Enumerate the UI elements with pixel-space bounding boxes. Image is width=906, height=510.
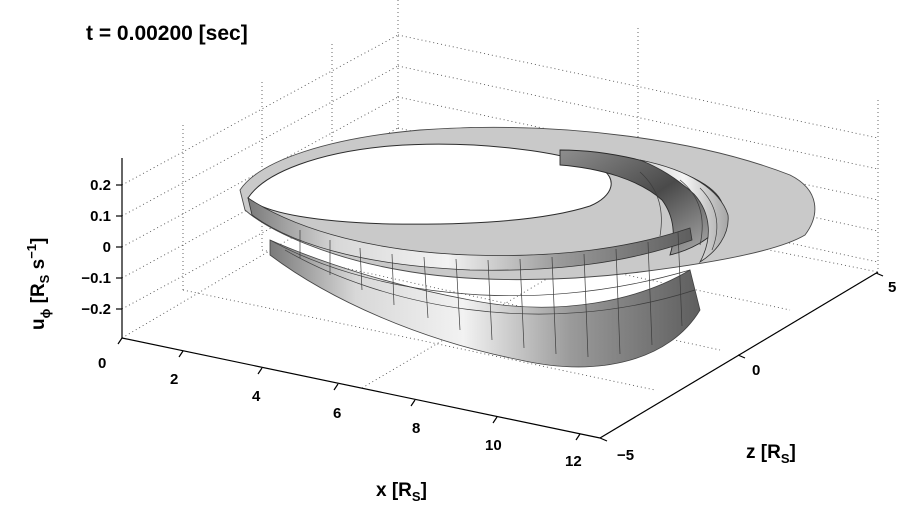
x-tick-label: 10	[485, 437, 502, 454]
z-tick-label: 0	[103, 239, 111, 256]
y-tick-label: 0	[752, 362, 760, 379]
z-tick-label: 0.2	[90, 177, 111, 194]
velocity-surface	[240, 127, 815, 366]
y-tick-label: 5	[888, 279, 896, 296]
chart-title: t = 0.00200 [sec]	[86, 22, 248, 45]
x-tick-label: 6	[333, 405, 341, 422]
z-axis-label: z [RS]	[746, 442, 796, 466]
x-tick-label: 4	[252, 388, 261, 405]
x-axis-label: x [RS]	[376, 480, 427, 504]
z-tick-label: 0.1	[90, 208, 111, 225]
z-tick-label: −0.2	[81, 301, 111, 318]
z-tick-labels: 0.2 0.1 0 −0.1 −0.2	[81, 177, 111, 318]
x-tick-label: 8	[412, 420, 420, 437]
x-tick-labels: 0 2 4 6 8 10 12	[98, 355, 582, 470]
x-tick-label: 12	[565, 453, 582, 470]
y-tick-label: −5	[617, 447, 634, 464]
u-phi-axis-label: uϕ [RS s−1]	[24, 238, 53, 330]
z-tick-label: −0.1	[81, 270, 111, 287]
x-tick-label: 0	[98, 355, 106, 372]
x-tick-label: 2	[170, 371, 178, 388]
